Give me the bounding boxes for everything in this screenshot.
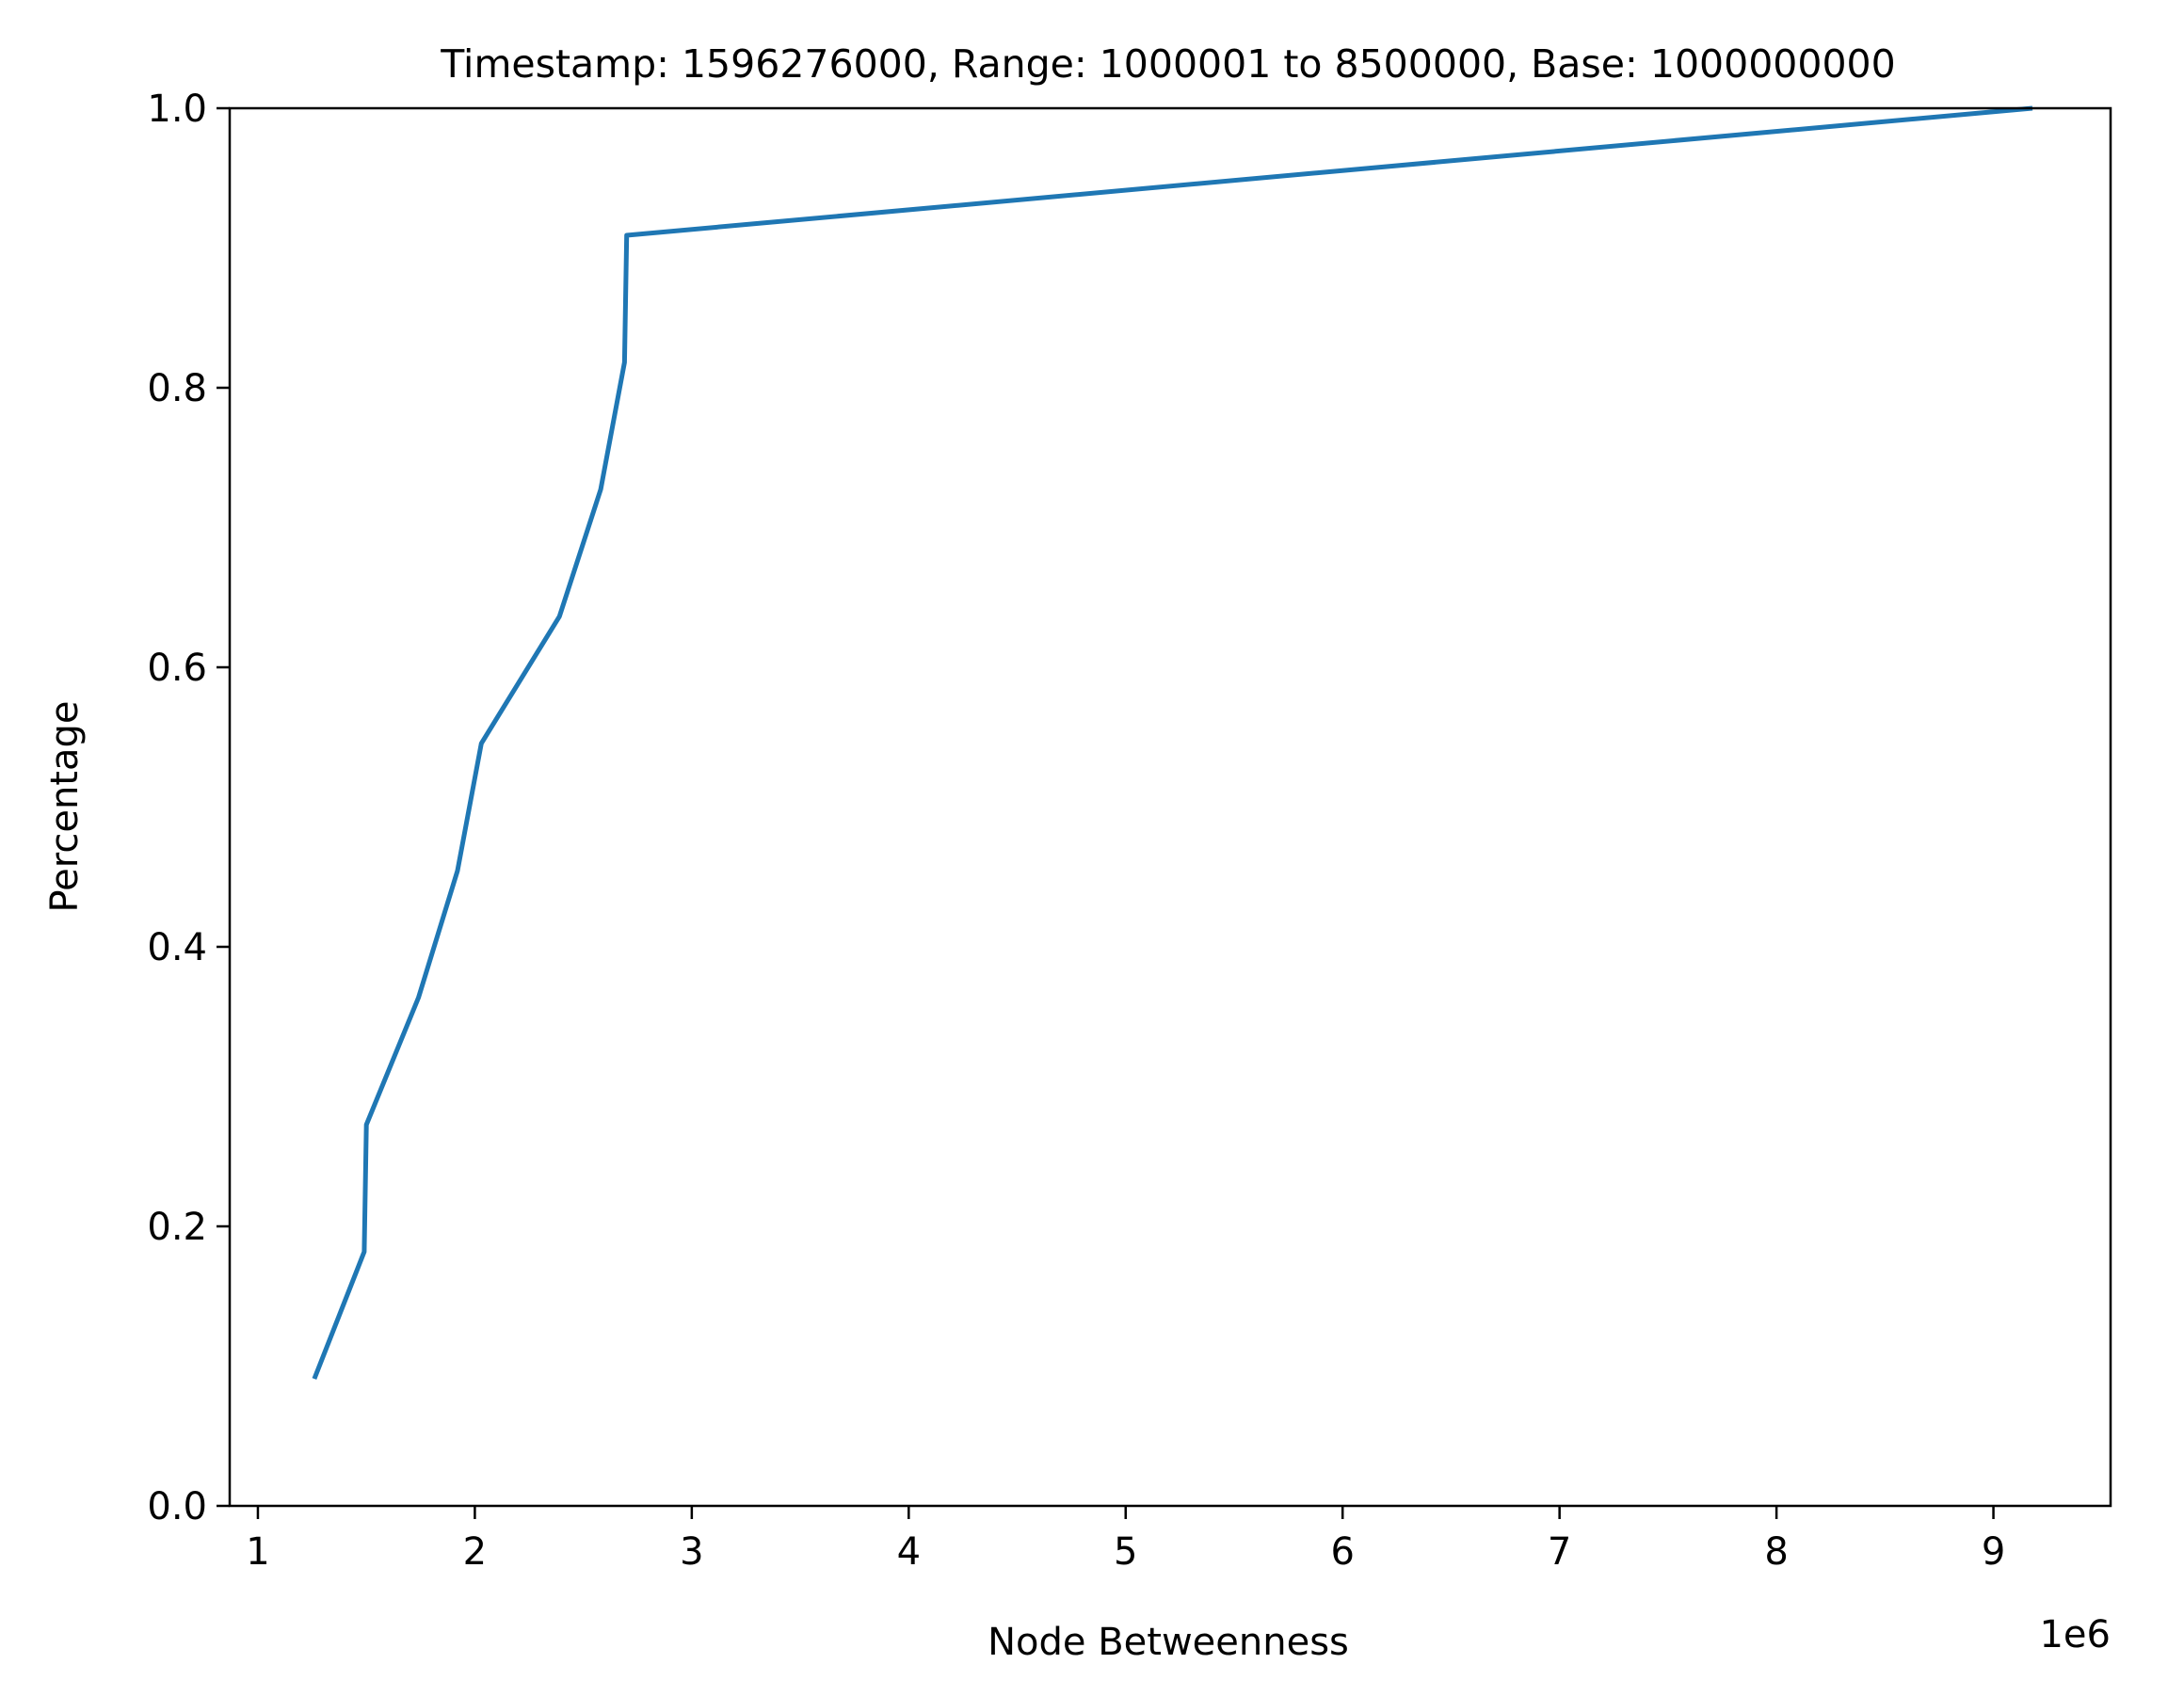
x-tick-label: 1 xyxy=(246,1530,269,1574)
series-line-0 xyxy=(312,105,2033,1380)
y-tick-label: 0.4 xyxy=(147,926,207,969)
y-tick-label: 0.2 xyxy=(147,1206,207,1249)
y-tick-label: 0.0 xyxy=(147,1485,207,1528)
x-tick-label: 9 xyxy=(1982,1530,2005,1574)
x-tick-label: 6 xyxy=(1330,1530,1354,1574)
y-axis-label: Percentage xyxy=(43,700,87,912)
y-tick-label: 0.8 xyxy=(147,367,207,410)
chart-title: Timestamp: 1596276000, Range: 1000001 to… xyxy=(440,41,1895,87)
plot-background xyxy=(230,108,2111,1506)
x-axis-offset-label: 1e6 xyxy=(2039,1613,2111,1656)
x-tick-label: 2 xyxy=(463,1530,487,1574)
series-layer xyxy=(312,105,2033,1380)
x-axis-ticks: 1 2 3 4 5 6 7 8 9 xyxy=(246,1506,2005,1574)
plot-area xyxy=(228,105,2112,1508)
y-tick-label: 1.0 xyxy=(147,88,207,131)
x-axis-label: Node Betweenness xyxy=(988,1621,1349,1664)
x-tick-label: 5 xyxy=(1114,1530,1137,1574)
y-tick-label: 0.6 xyxy=(147,647,207,690)
x-tick-label: 7 xyxy=(1548,1530,1571,1574)
plot-frame xyxy=(228,106,2112,1508)
x-tick-label: 3 xyxy=(680,1530,703,1574)
x-tick-label: 8 xyxy=(1764,1530,1788,1574)
y-axis-ticks: 0.0 0.2 0.4 0.6 0.8 1.0 xyxy=(147,88,230,1528)
x-tick-label: 4 xyxy=(897,1530,921,1574)
